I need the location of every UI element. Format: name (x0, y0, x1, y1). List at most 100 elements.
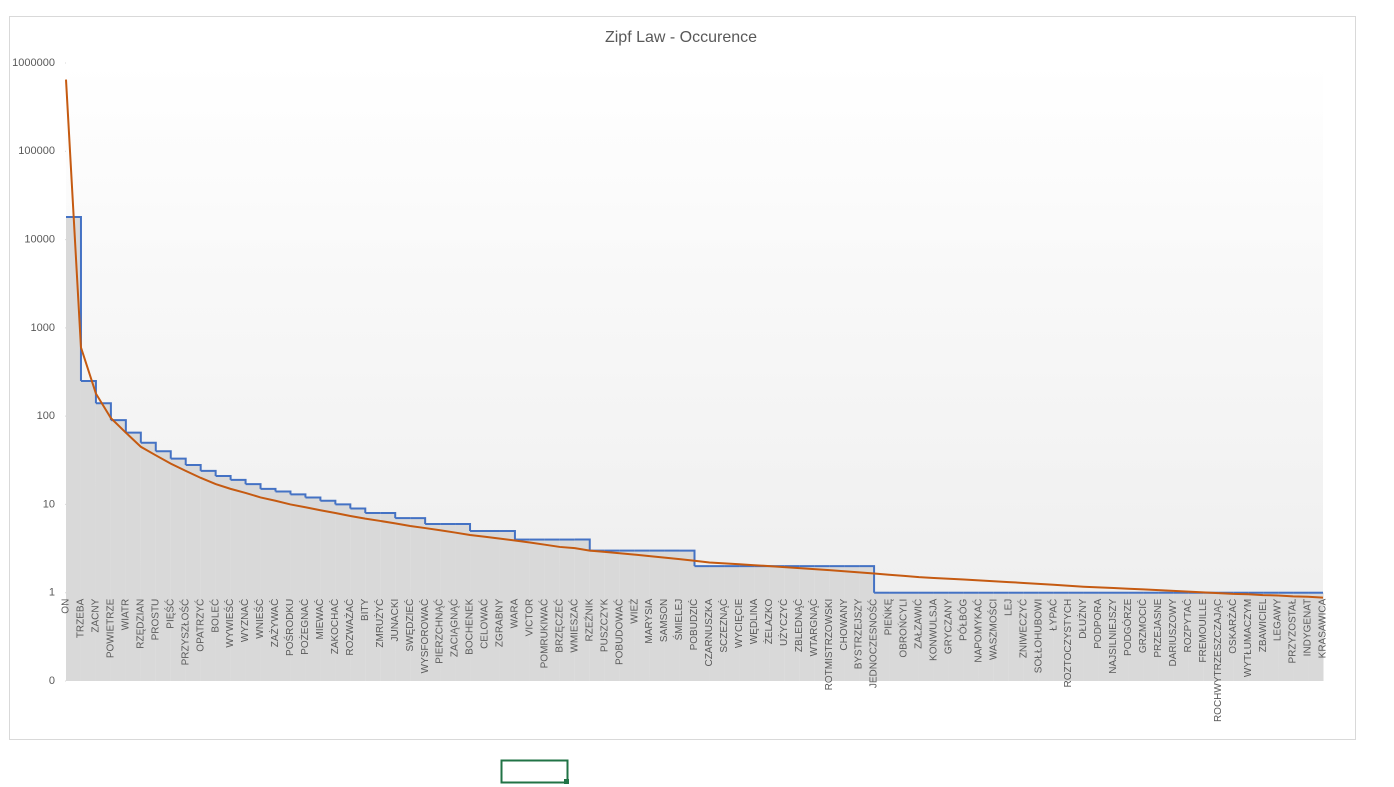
occurrence-area (1293, 592, 1309, 681)
x-tick-label: VICTOR (525, 599, 536, 637)
occurrence-area (140, 442, 156, 681)
x-tick-label: SWĘDZIEĆ (403, 599, 416, 652)
occurrence-step (275, 490, 292, 495)
occurrence-area (544, 539, 560, 681)
x-tick-label: ZAŁZAWIĆ (912, 599, 925, 649)
occurrence-area (1218, 592, 1234, 681)
occurrence-area (80, 381, 96, 681)
x-tick-label: PUSZCZYK (599, 598, 610, 652)
cell-selection[interactable] (500, 759, 569, 784)
occurrence-area (754, 566, 770, 681)
x-tick-label: WNIEŚĆ (253, 599, 266, 639)
y-tick-label: 1 (49, 587, 55, 599)
occurrence-area (529, 539, 545, 681)
x-tick-label: ROZTOCZYSTYCH (1063, 599, 1074, 688)
occurrence-area (1248, 592, 1264, 681)
occurrence-area (739, 566, 755, 681)
occurrence-step (245, 483, 262, 489)
occurrence-area (709, 566, 725, 681)
occurrence-area (724, 566, 740, 681)
x-tick-label: ZGRABNY (495, 598, 506, 647)
x-tick-label: WIEŻ (627, 599, 640, 624)
x-tick-label: POBUDOWAĆ (612, 599, 625, 665)
x-tick-label: OSKARŻAĆ (1226, 599, 1239, 654)
occurrence-area (679, 550, 695, 681)
occurrence-area (66, 217, 81, 681)
x-tick-label: BRZĘCZEĆ (552, 599, 565, 653)
x-tick-label: ZNIWECZYĆ (1016, 599, 1029, 658)
occurrence-area (619, 550, 635, 681)
occurrence-area (694, 566, 710, 681)
occurrence-step (125, 431, 142, 443)
x-tick-label: GRZMOCIĆ (1136, 599, 1149, 653)
x-tick-label: WYCIĘCIE (734, 598, 745, 648)
x-tick-label: WĘDLINA (749, 598, 760, 644)
occurrence-area (1308, 592, 1323, 681)
x-tick-label: PIEŃKĘ (882, 598, 895, 635)
occurrence-area (829, 566, 845, 681)
occurrence-area (889, 592, 904, 681)
x-tick-label: NAJSILNIEJSZY (1108, 598, 1119, 673)
x-tick-label: PRZYSZŁOŚĆ (178, 599, 191, 666)
occurrence-area (290, 494, 306, 681)
occurrence-area (1008, 592, 1024, 681)
occurrence-area (215, 475, 231, 681)
occurrence-area (963, 592, 979, 681)
x-tick-label: PRZEJASNE (1153, 598, 1164, 657)
x-tick-label: PROSTU (150, 599, 161, 641)
occurrence-step (140, 441, 157, 452)
chart-title: Zipf Law - Occurence (605, 29, 757, 46)
occurrence-area (1188, 592, 1204, 681)
x-tick-label: WYTŁUMACZYM (1243, 599, 1254, 677)
y-tick-label: 1000 (31, 322, 55, 334)
occurrence-step (320, 499, 337, 505)
occurrence-area (110, 420, 126, 681)
x-tick-label: LEGAWY (1273, 598, 1284, 641)
occurrence-area (380, 512, 396, 681)
x-tick-label: ŻELAZKO (762, 599, 775, 645)
x-tick-label: ZBLEDNĄĆ (792, 599, 805, 652)
x-tick-label: FREMOUILLE (1198, 598, 1209, 662)
x-tick-label: POŻEGNAĆ (298, 599, 311, 655)
occurrence-area (440, 524, 456, 681)
fill-handle[interactable] (564, 779, 569, 784)
x-tick-label: ZAKOCHAĆ (328, 599, 341, 655)
x-tick-label: KONWULSJA (929, 598, 940, 661)
x-tick-label: WMIESZAĆ (567, 599, 580, 653)
x-tick-label: WYSFOROWAĆ (418, 599, 431, 674)
occurrence-area (200, 470, 216, 681)
x-tick-label: PRZYZOSTAŁ (1288, 598, 1299, 663)
occurrence-area (859, 566, 875, 681)
x-tick-label: ON (61, 599, 72, 614)
x-tick-label: WYZNAĆ (238, 599, 251, 642)
x-tick-label: KRASAWICA (1318, 598, 1329, 658)
occurrence-area (1023, 592, 1039, 681)
occurrence-area (1233, 592, 1249, 681)
x-tick-label: ROTMISTRZOWSKI (824, 599, 835, 691)
occurrence-step (80, 380, 97, 404)
occurrence-area (1263, 592, 1279, 681)
occurrence-area (649, 550, 665, 681)
occurrence-area (335, 504, 351, 681)
x-tick-label: ŚMIELEJ (672, 599, 685, 641)
occurrence-area (485, 531, 500, 681)
x-tick-label: DARIUSZOWY (1168, 598, 1179, 666)
x-tick-label: PODPORA (1093, 598, 1104, 648)
y-tick-label: 0 (49, 675, 55, 687)
x-tick-label: POMRUKIWAĆ (537, 599, 550, 669)
x-tick-label: CELOWAĆ (478, 599, 491, 649)
occurrence-area (784, 566, 800, 681)
occurrence-step (455, 523, 472, 532)
occurrence-area (260, 488, 276, 681)
occurrence-area (230, 479, 246, 681)
x-tick-label: BYSTRZEJSZY (854, 598, 865, 669)
occurrence-area (170, 458, 186, 681)
occurrence-area (799, 566, 815, 681)
occurrence-area (1203, 592, 1219, 681)
x-tick-label: ROZWAŻAĆ (343, 599, 356, 656)
x-tick-label: WARA (510, 598, 521, 628)
occurrence-area (1113, 592, 1129, 681)
x-tick-label: ZACIĄGNĄĆ (448, 599, 461, 657)
